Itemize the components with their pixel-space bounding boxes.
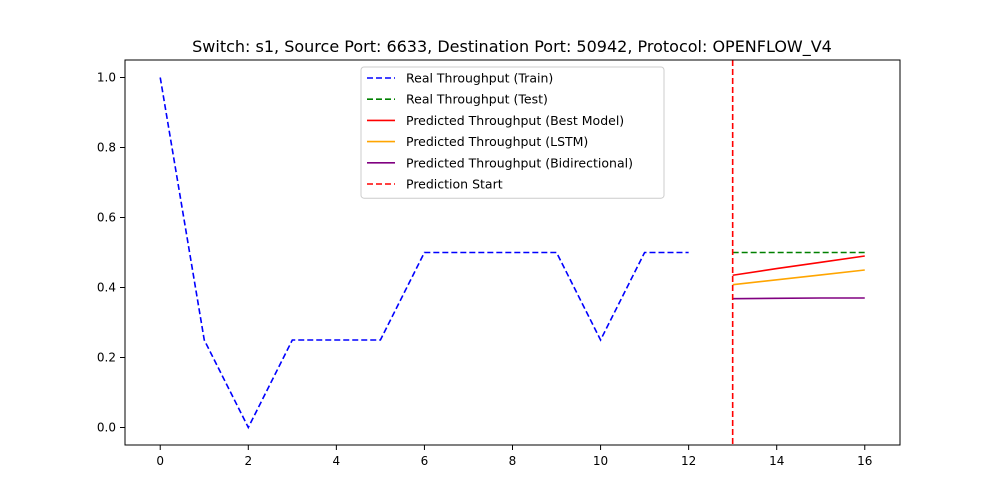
x-tick-label: 10	[593, 454, 608, 468]
x-tick-label: 2	[244, 454, 252, 468]
series-line-real-throughput-train	[159, 77, 689, 430]
x-tick-label: 6	[421, 454, 429, 468]
series-line-predicted-throughput-best-model	[732, 255, 865, 277]
legend-label: Real Throughput (Test)	[406, 92, 548, 107]
legend-label: Predicted Throughput (Best Model)	[406, 113, 624, 128]
legend-label: Prediction Start	[406, 177, 503, 192]
legend-label: Real Throughput (Train)	[406, 71, 553, 86]
x-tick-label: 0	[156, 454, 164, 468]
legend-box	[360, 66, 665, 199]
x-tick-label: 12	[681, 454, 696, 468]
legend: Real Throughput (Train) Real Throughput (…	[360, 66, 665, 199]
y-tick-label: 0.6	[97, 211, 116, 225]
x-tick-label: 14	[769, 454, 784, 468]
plot-frame	[124, 59, 901, 446]
series-layer	[159, 60, 865, 445]
chart-title: Switch: s1, Source Port: 6633, Destinati…	[192, 37, 832, 57]
y-tick-label: 0.2	[97, 351, 116, 365]
x-tick-label: 16	[857, 454, 872, 468]
legend-label: Predicted Throughput (LSTM)	[406, 134, 588, 149]
y-tick-label: 0.8	[97, 141, 116, 155]
x-tick-label: 8	[509, 454, 517, 468]
y-tick-label: 1.0	[97, 71, 116, 85]
x-tick-label: 4	[333, 454, 341, 468]
axes: 0 2 4 6 8 10 12 14 16 0.0 0.2 0.4 0.6 0.8 1.0	[97, 71, 873, 469]
legend-label: Predicted Throughput (Bidirectional)	[406, 155, 633, 170]
y-tick-label: 0.0	[97, 421, 116, 435]
y-tick-label: 0.4	[97, 281, 116, 295]
series-line-predicted-throughput-lstm	[732, 269, 865, 286]
series-line-predicted-throughput-bidirectional	[732, 297, 865, 300]
